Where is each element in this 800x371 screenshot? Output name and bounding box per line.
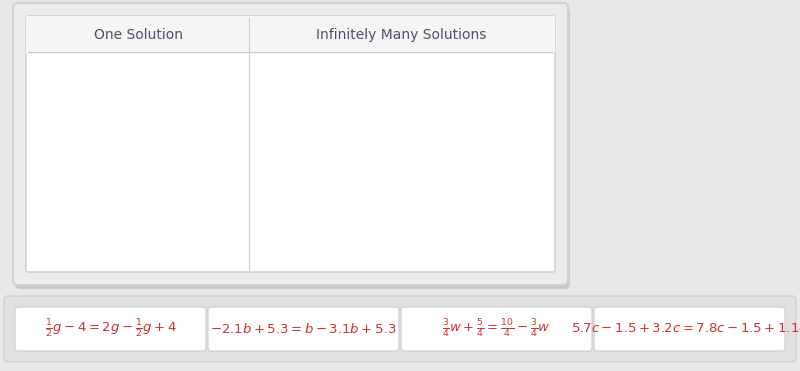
FancyBboxPatch shape bbox=[594, 307, 785, 351]
FancyBboxPatch shape bbox=[15, 7, 570, 289]
Text: One Solution: One Solution bbox=[94, 28, 182, 42]
Text: Infinitely Many Solutions: Infinitely Many Solutions bbox=[315, 28, 486, 42]
FancyBboxPatch shape bbox=[26, 16, 555, 54]
FancyBboxPatch shape bbox=[26, 16, 555, 272]
FancyBboxPatch shape bbox=[15, 307, 206, 351]
Text: $\frac{1}{2}g - 4 = 2g - \frac{1}{2}g + 4$: $\frac{1}{2}g - 4 = 2g - \frac{1}{2}g + … bbox=[45, 318, 177, 340]
Text: $-2.1b + 5.3 = b - 3.1b + 5.3$: $-2.1b + 5.3 = b - 3.1b + 5.3$ bbox=[210, 322, 397, 336]
FancyBboxPatch shape bbox=[401, 307, 592, 351]
Text: $5.7c - 1.5 + 3.2c = 7.8c - 1.5 + 1.1c$: $5.7c - 1.5 + 3.2c = 7.8c - 1.5 + 1.1c$ bbox=[571, 322, 800, 335]
FancyBboxPatch shape bbox=[13, 3, 568, 285]
FancyBboxPatch shape bbox=[4, 296, 796, 362]
Text: $\frac{3}{4}w + \frac{5}{4} = \frac{10}{4} - \frac{3}{4}w$: $\frac{3}{4}w + \frac{5}{4} = \frac{10}{… bbox=[442, 318, 550, 340]
FancyBboxPatch shape bbox=[208, 307, 399, 351]
